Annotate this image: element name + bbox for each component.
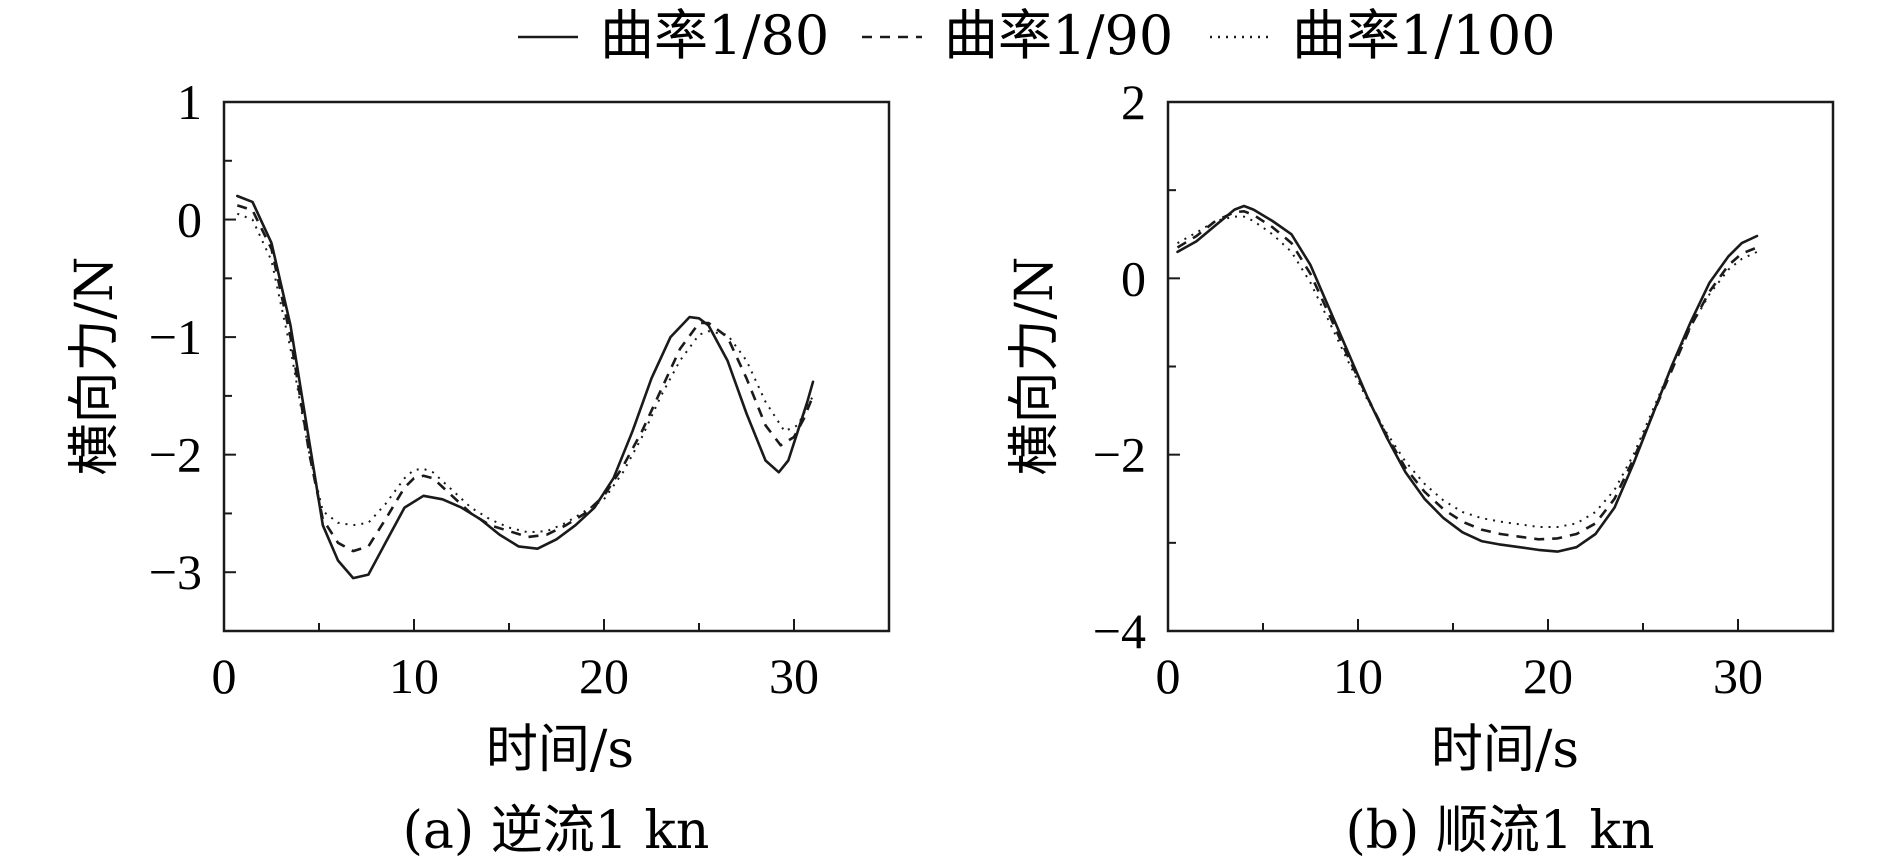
series-line-solid [236, 194, 815, 580]
x-tick-label: 10 [389, 648, 439, 704]
chart-panel-a: 10−1−2−3 0 10 20 30 横向力/N 时间/s (a) 逆流1 kn [65, 74, 891, 861]
y-tick-label: −3 [149, 544, 202, 600]
series-line-dotted [1177, 215, 1758, 528]
legend-label-1-80: 曲率1/80 [600, 4, 829, 67]
y-tick-label: −1 [149, 309, 202, 365]
caption-a: (a) 逆流1 kn [403, 801, 710, 861]
legend: 曲率1/80 曲率1/90 曲率1/100 [518, 4, 1556, 67]
y-axis-title-a: 横向力/N [65, 256, 125, 475]
series-b [1176, 204, 1759, 553]
caption-b: (b) 顺流1 kn [1345, 801, 1654, 861]
x-tick-label: 20 [579, 648, 629, 704]
y-axis-title-b: 横向力/N [1005, 256, 1065, 475]
series-line-dotted [236, 212, 814, 534]
tick-marks-a [224, 159, 795, 631]
chart-panel-b: 20−2−4 0 10 20 30 横向力/N 时间/s (b) 顺流1 kn [1005, 74, 1835, 861]
y-tick-labels-b: 2 0 −2 −4 [1093, 74, 1146, 659]
series-line-dashed [1176, 210, 1758, 541]
y-tick-label: 1 [177, 74, 202, 130]
y-tick-label: −4 [1093, 603, 1146, 659]
x-tick-labels-b: 0 10 20 30 [1156, 648, 1764, 704]
plot-frame-b [1166, 100, 1835, 633]
y-tick-label: 0 [1121, 250, 1146, 306]
x-tick-label: 30 [769, 648, 819, 704]
legend-label-1-100: 曲率1/100 [1292, 4, 1556, 67]
legend-label-1-90: 曲率1/90 [944, 4, 1173, 67]
x-tick-label: 0 [212, 648, 237, 704]
x-tick-labels-a: 0 10 20 30 [212, 648, 820, 704]
y-tick-label: −2 [149, 427, 202, 483]
series-line-dashed [236, 204, 815, 553]
x-tick-label: 0 [1156, 648, 1181, 704]
x-tick-label: 30 [1713, 648, 1763, 704]
y-tick-label: 2 [1121, 74, 1146, 130]
x-tick-label: 20 [1523, 648, 1573, 704]
x-axis-title-a: 时间/s [486, 720, 634, 780]
series-a [236, 194, 815, 580]
y-tick-label: 0 [177, 192, 202, 248]
series-line-solid [1176, 204, 1759, 553]
x-tick-label: 10 [1333, 648, 1383, 704]
plot-frame-a [222, 100, 891, 633]
tick-marks-b [1168, 189, 1739, 631]
y-tick-labels-a: 1 0 −1 −2 −3 [149, 74, 202, 600]
x-axis-title-b: 时间/s [1431, 720, 1579, 780]
y-tick-label: −2 [1093, 427, 1146, 483]
